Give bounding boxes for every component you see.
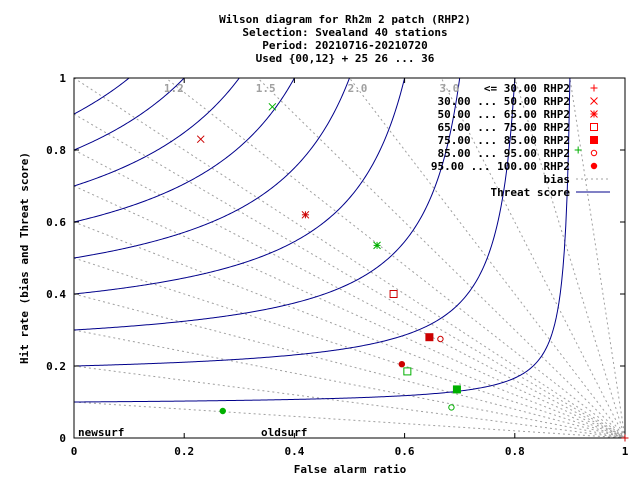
threat-score-lines — [74, 78, 571, 403]
bias-labels: 1.2 1.5 2.0 3.0 — [164, 82, 459, 95]
threat-score-line-7 — [74, 78, 185, 151]
data-points — [196, 102, 629, 442]
x-axis-label: False alarm ratio — [294, 463, 407, 476]
legend-label-8: Threat score — [491, 186, 571, 199]
point-oldsurf-2 — [373, 241, 381, 250]
bias-line-1 — [74, 365, 625, 438]
title-line-2: Selection: Svealand 40 stations — [242, 26, 447, 39]
legend-marker-1 — [590, 97, 598, 105]
bias-line-15 — [569, 78, 625, 438]
bias-line-6 — [74, 185, 625, 438]
legend-label-6: 95.00 ... 100.00 RHP2 — [431, 160, 570, 173]
legend-label-4: 75.00 ... 85.00 RHP2 — [438, 134, 570, 147]
bias-line-5 — [74, 221, 625, 438]
y-tick-label-0: 0 — [59, 432, 66, 445]
x-tick-label-5: 1 — [622, 445, 629, 458]
legend-marker-2 — [590, 110, 598, 118]
point-newsurf-1 — [196, 135, 205, 144]
series-name-oldsurf: oldsurf — [261, 426, 307, 439]
legend-label-7: bias — [544, 173, 571, 186]
title-line-1: Wilson diagram for Rh2m 2 patch (RHP2) — [219, 13, 471, 26]
bias-label-3: 3.0 — [439, 82, 459, 95]
bias-line-11 — [256, 78, 625, 438]
point-newsurf-6 — [398, 361, 406, 368]
threat-score-line-6 — [74, 78, 240, 187]
point-newsurf-3 — [389, 290, 398, 298]
point-oldsurf-1 — [268, 102, 277, 111]
legend-marker-0 — [590, 84, 598, 92]
threat-score-line-8 — [74, 78, 130, 115]
bias-label-1: 1.5 — [256, 82, 276, 95]
threat-score-line-5 — [74, 78, 295, 223]
bias-label-0: 1.2 — [164, 82, 184, 95]
legend-marker-4 — [590, 136, 598, 144]
point-newsurf-2 — [301, 210, 310, 219]
x-tick-label-0: 0 — [71, 445, 78, 458]
series-name-newsurf: newsurf — [78, 426, 124, 439]
y-tick-label-3: 0.6 — [46, 216, 66, 229]
threat-score-line-3 — [74, 78, 406, 295]
plot-frame — [73, 77, 626, 439]
bias-line-4 — [74, 257, 625, 438]
title-line-4: Used {00,12} + 25 26 ... 36 — [256, 52, 435, 65]
bias-line-0 — [74, 401, 625, 438]
y-axis-label: Hit rate (bias and Threat score) — [18, 152, 31, 364]
bias-line-2 — [74, 329, 625, 438]
legend-label-2: 50.00 ... 65.00 RHP2 — [438, 108, 570, 121]
x-tick-label-2: 0.4 — [284, 445, 304, 458]
point-newsurf-0 — [621, 434, 629, 442]
x-tick-label-1: 0.2 — [174, 445, 194, 458]
bias-line-3 — [74, 293, 625, 438]
legend-marker-3 — [590, 123, 598, 131]
title-line-3: Period: 20210716-20210720 — [262, 39, 428, 52]
bias-label-2: 2.0 — [348, 82, 368, 95]
legend-label-1: 30.00 ... 50.00 RHP2 — [438, 95, 570, 108]
x-tick-label-3: 0.6 — [395, 445, 415, 458]
y-tick-label-1: 0.2 — [46, 360, 66, 373]
legend-label-3: 65.00 ... 75.00 RHP2 — [438, 121, 570, 134]
bias-line-10 — [165, 78, 625, 438]
point-oldsurf-6 — [219, 407, 226, 415]
threat-score-line-4 — [74, 78, 351, 259]
legend-marker-5 — [590, 149, 598, 157]
threat-score-line-0 — [74, 78, 571, 403]
legend-label-5: 85.00 ... 95.00 RHP2 — [438, 147, 570, 160]
y-tick-label-4: 0.8 — [46, 144, 66, 157]
point-oldsurf-4 — [452, 385, 461, 394]
threat-score-line-1 — [74, 78, 516, 367]
threat-score-line-2 — [74, 78, 461, 331]
bias-lines — [74, 78, 625, 438]
point-newsurf-5 — [437, 335, 444, 343]
point-oldsurf-3 — [403, 367, 412, 376]
bias-line-13 — [440, 78, 625, 438]
y-tick-label-5: 1 — [59, 72, 66, 85]
bias-line-12 — [348, 78, 625, 438]
bias-line-8 — [74, 113, 625, 438]
point-oldsurf-5 — [448, 404, 455, 411]
legend-marker-6 — [590, 162, 598, 170]
bias-line-14 — [514, 78, 625, 438]
x-tick-label-4: 0.8 — [505, 445, 525, 458]
bias-line-7 — [74, 149, 625, 438]
y-tick-label-2: 0.4 — [46, 288, 66, 301]
point-oldsurf-0 — [574, 146, 582, 154]
legend-label-0: <= 30.00 RHP2 — [484, 82, 570, 95]
point-newsurf-4 — [425, 333, 434, 342]
